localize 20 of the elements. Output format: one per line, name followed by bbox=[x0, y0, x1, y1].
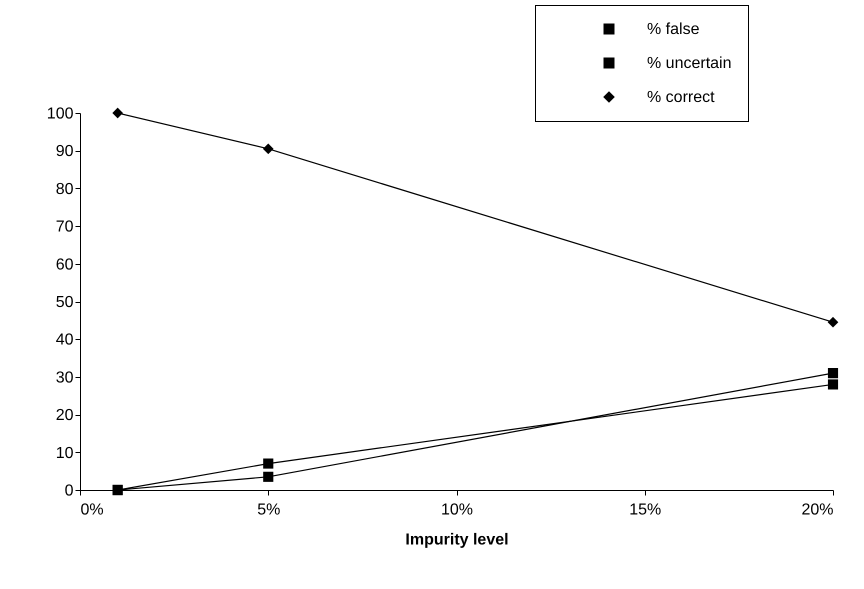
x-tick-label: 20% bbox=[801, 502, 834, 518]
x-axis-title: Impurity level bbox=[405, 532, 509, 548]
x-tick-label: 10% bbox=[440, 502, 474, 518]
legend-label: % false bbox=[647, 21, 700, 38]
y-tick-label: 70 bbox=[56, 218, 74, 236]
y-tick-label: 30 bbox=[56, 369, 74, 386]
x-tick-label: 5% bbox=[257, 502, 280, 518]
y-tick-label: 40 bbox=[56, 332, 74, 349]
y-tick-label: 0 bbox=[64, 482, 74, 500]
legend-label: % correct bbox=[647, 89, 716, 106]
y-tick-label: 20 bbox=[56, 407, 74, 424]
y-tick-label: 100 bbox=[46, 106, 74, 122]
y-tick-label: 50 bbox=[56, 294, 74, 311]
legend-label: % uncertain bbox=[647, 55, 732, 72]
y-tick-label: 60 bbox=[56, 256, 74, 274]
y-tick-label: 10 bbox=[56, 444, 74, 462]
x-tick-label: 0% bbox=[80, 502, 104, 518]
y-tick-label: 80 bbox=[56, 180, 74, 198]
y-tick-label: 90 bbox=[56, 143, 74, 160]
x-tick-label: 15% bbox=[629, 502, 662, 518]
